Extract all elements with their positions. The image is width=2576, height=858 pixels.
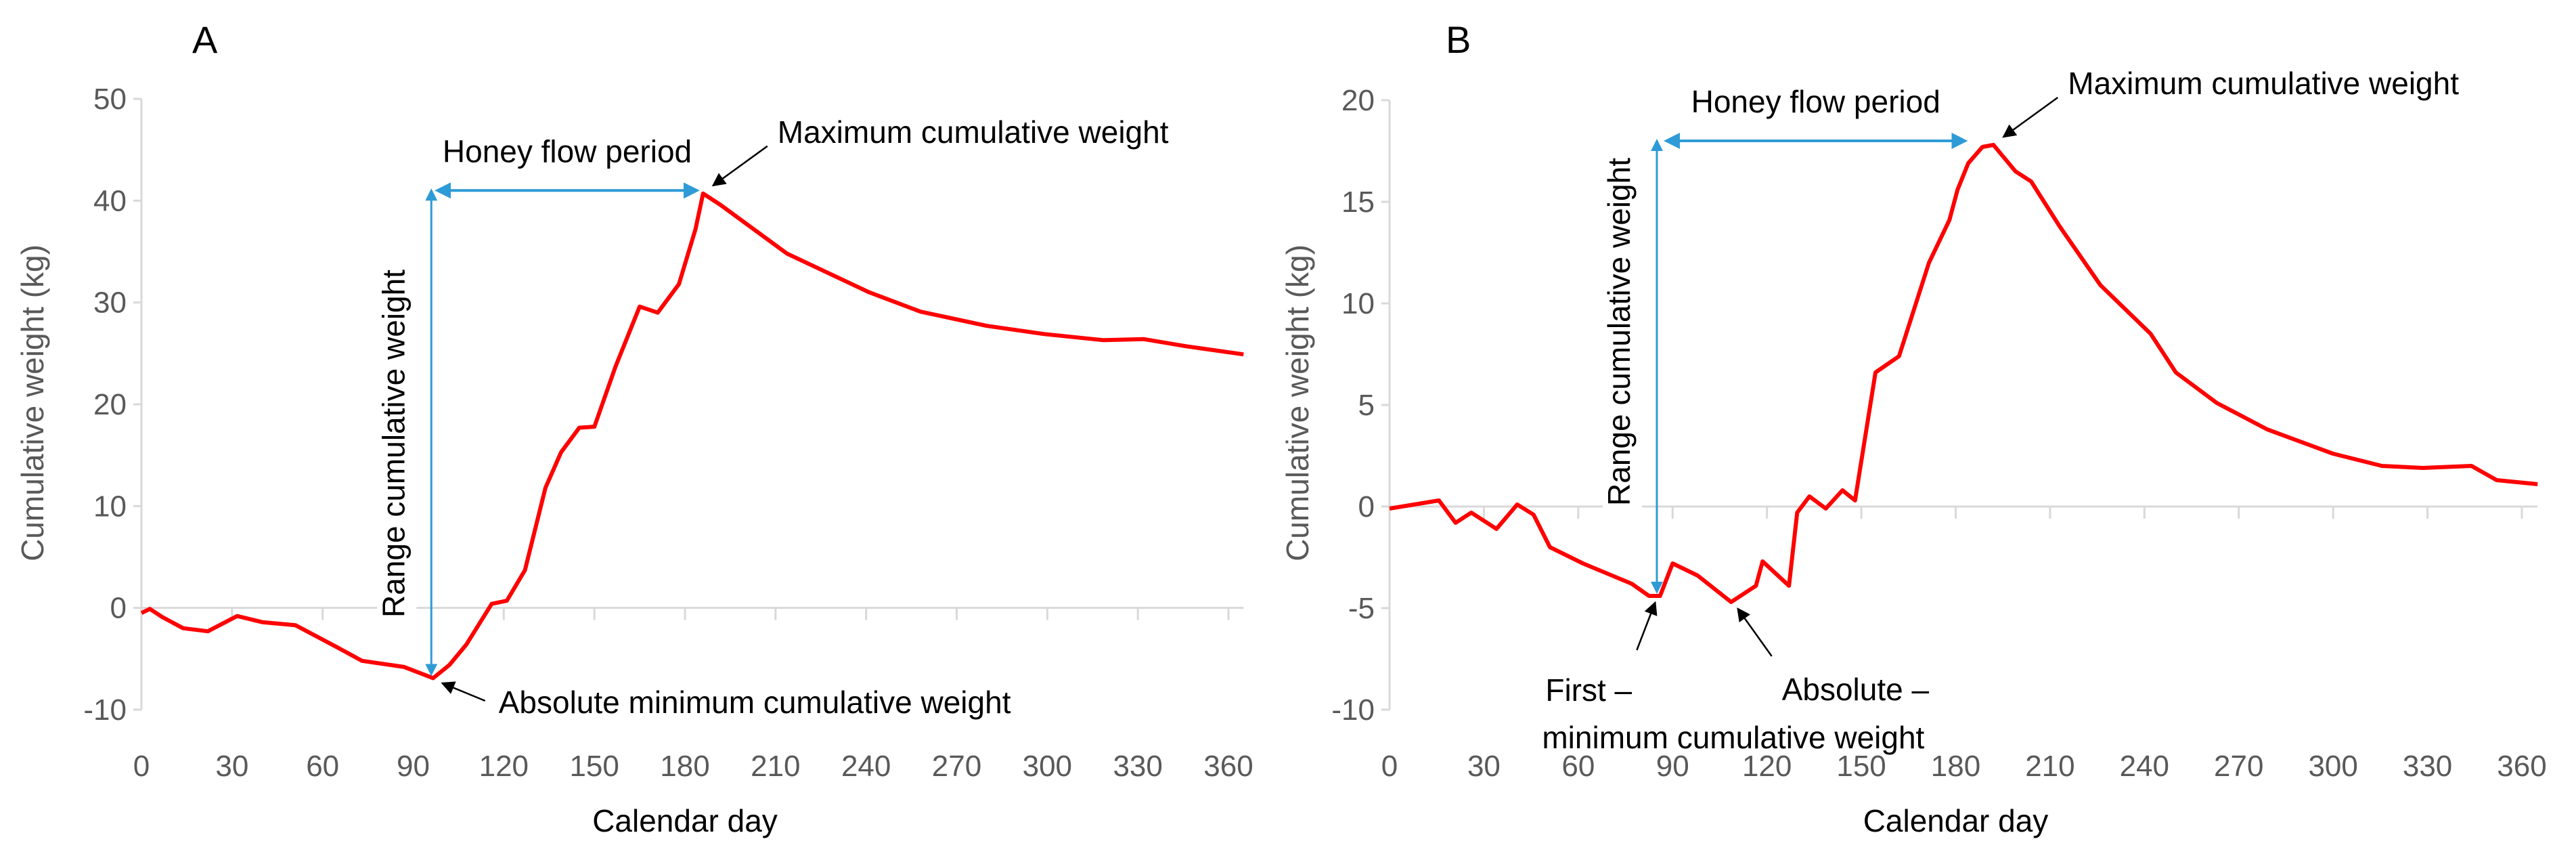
x-tick-label: 210 [751,750,800,783]
x-tick-label: 240 [2120,750,2169,783]
x-tick-label: 330 [2403,750,2452,783]
range-label: Range cumulative weight [1601,158,1637,506]
x-tick-label: 90 [1656,750,1689,783]
y-tick-label: 10 [1341,287,1375,320]
y-tick-label: 20 [93,388,127,421]
range-label: Range cumulative weight [376,270,411,618]
x-tick-label: 300 [1023,750,1072,783]
y-tick-label: 40 [93,184,127,217]
y-tick-label: 10 [93,490,127,523]
x-tick-label: 330 [1113,750,1162,783]
x-tick-label: 270 [932,750,981,783]
x-tick-label: 210 [2025,750,2074,783]
x-tick-label: 150 [1836,750,1886,783]
first-minimum-pointer-arrow [1636,601,1658,651]
maximum-pointer-arrow [2002,96,2059,138]
x-tick-label: 0 [133,750,150,783]
maximum-pointer-arrow [711,145,768,187]
chart-b: B -10 -5 0 5 10 15 20 0 30 60 90 120 150 180 210 240 270 3… [1280,18,2547,838]
first-minimum-label: First – [1545,672,1632,708]
minimum-pointer-arrow [441,681,486,702]
honey-flow-label: Honey flow period [1691,84,1940,119]
y-tick-label: 0 [1358,490,1375,523]
x-tick-label: 180 [660,750,709,783]
x-tick-label: 180 [1931,750,1980,783]
x-tick-label: 120 [479,750,529,783]
x-tick-label: 360 [1203,750,1253,783]
y-tick-label: 50 [93,83,127,116]
maximum-label: Maximum cumulative weight [778,114,1169,150]
x-tick-label: 120 [1742,750,1792,783]
x-tick-label: 150 [569,750,619,783]
y-tick-label: -10 [83,693,127,727]
x-axis-title: Calendar day [1863,803,2049,838]
x-tick-label: 360 [2497,750,2546,783]
minimum-caption: minimum cumulative weight [1542,720,1924,755]
range-label-background [1603,129,1643,535]
x-tick-label: 0 [1381,750,1398,783]
absolute-minimum-label: Absolute – [1782,672,1930,707]
range-label-background [377,240,417,647]
x-tick-label: 30 [215,750,248,783]
y-tick-label: 20 [1341,84,1375,117]
y-tick-label: 5 [1358,389,1375,422]
minimum-label: Absolute minimum cumulative weight [499,685,1011,720]
y-tick-label: -10 [1331,693,1375,727]
maximum-label: Maximum cumulative weight [2068,66,2459,101]
y-tick-label: 0 [110,592,127,625]
x-tick-label: 240 [841,750,891,783]
x-axis-title: Calendar day [592,803,778,838]
x-tick-label: 60 [306,750,339,783]
y-axis-title: Cumulative weight (kg) [15,244,50,561]
series-line-cumulative-weight [1389,143,2538,604]
x-tick-label: 60 [1561,750,1595,783]
x-tick-label: 270 [2214,750,2263,783]
panel-label: B [1446,18,1471,61]
absolute-minimum-pointer-arrow [1737,607,1773,657]
y-tick-label: 15 [1341,186,1375,219]
y-axis-title: Cumulative weight (kg) [1280,244,1315,561]
x-tick-label: 300 [2308,750,2357,783]
y-tick-label: 30 [93,286,127,320]
honey-flow-label: Honey flow period [443,133,692,169]
x-tick-label: 30 [1467,750,1501,783]
panel-label: A [192,18,218,61]
y-tick-label: -5 [1348,592,1375,625]
series-line-cumulative-weight [140,191,1244,681]
x-tick-label: 90 [397,750,430,783]
